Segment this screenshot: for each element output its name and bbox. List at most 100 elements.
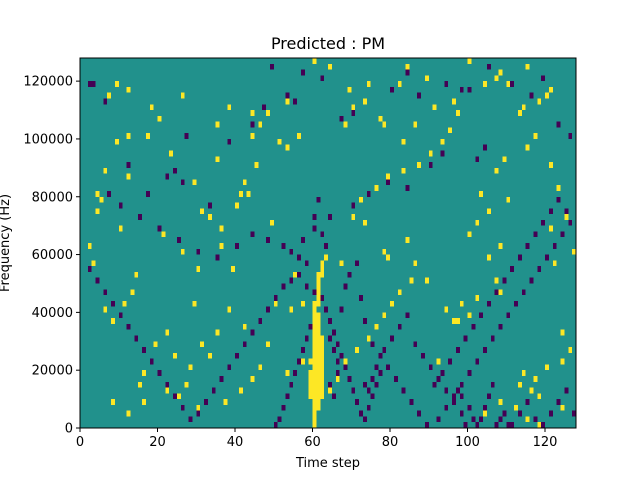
heatmap-cell-high <box>273 300 278 307</box>
heatmap-cell-low <box>448 358 452 365</box>
heatmap-cell-high <box>215 156 220 163</box>
heatmap-cell-high <box>312 318 317 324</box>
heatmap-cell-low <box>149 358 154 365</box>
heatmap-cell-high <box>316 329 321 336</box>
heatmap-cell-high <box>312 404 317 411</box>
heatmap-cell-high <box>347 86 352 93</box>
heatmap-cell-low <box>103 289 108 296</box>
heatmap-cell-high <box>312 306 317 313</box>
heatmap-cell-high <box>498 243 503 249</box>
heatmap-cell-high <box>312 381 317 388</box>
heatmap-cell-high <box>285 98 290 105</box>
heatmap-cell-high <box>99 196 104 203</box>
heatmap-cell-high <box>169 150 173 157</box>
heatmap-cell-high <box>452 318 456 324</box>
heatmap-cell-low <box>386 364 390 371</box>
heatmap-cell-high <box>173 352 177 359</box>
heatmap-cell-high <box>254 162 259 168</box>
heatmap-cell-high <box>242 323 247 330</box>
heatmap-cell-low <box>355 399 359 405</box>
heatmap-cell-high <box>312 393 317 400</box>
heatmap-cell-low <box>281 404 286 411</box>
heatmap-cell-high <box>362 219 367 226</box>
heatmap-cell-low <box>293 370 297 376</box>
heatmap-cell-high <box>180 248 185 255</box>
heatmap-cell-low <box>107 190 111 197</box>
heatmap-cell-low <box>533 416 538 423</box>
heatmap-cell-high <box>486 208 491 215</box>
heatmap-cell-high <box>215 329 220 336</box>
heatmap-cell-high <box>192 179 197 186</box>
heatmap-cell-low <box>548 208 553 215</box>
heatmap-cell-low <box>145 190 150 197</box>
heatmap-cell-high <box>320 347 325 353</box>
heatmap-cell-low <box>297 271 301 278</box>
heatmap-cell-high <box>223 399 228 405</box>
heatmap-cell-high <box>316 277 321 284</box>
heatmap-cell-high <box>157 115 162 122</box>
heatmap-cell-high <box>312 410 317 417</box>
heatmap-cell-low <box>324 243 328 249</box>
heatmap-cell-low <box>335 370 340 376</box>
heatmap-cell-low <box>490 381 495 388</box>
heatmap-cell-high <box>444 306 449 313</box>
heatmap-cell-low <box>421 352 425 359</box>
heatmap-cell-low <box>95 277 100 284</box>
heatmap-cell-high <box>564 214 569 220</box>
heatmap-cell-low <box>157 225 162 232</box>
heatmap-cell-high <box>227 104 232 111</box>
heatmap-cell-high <box>316 387 321 394</box>
heatmap-cell-low <box>266 237 270 243</box>
heatmap-cell-low <box>359 410 363 417</box>
heatmap-cell-low <box>428 364 433 371</box>
heatmap-cell-low <box>517 410 522 417</box>
heatmap-cell-high <box>196 404 201 411</box>
heatmap-cell-low <box>556 121 561 128</box>
heatmap-cell-low <box>463 335 468 342</box>
heatmap-cell-low <box>126 323 131 330</box>
heatmap-cell-low <box>312 225 317 232</box>
heatmap-cell-low <box>250 231 255 238</box>
heatmap-cell-low <box>452 393 456 400</box>
heatmap-cell-high <box>517 110 522 116</box>
heatmap-cell-low <box>235 243 239 249</box>
heatmap-cell-low <box>374 381 379 388</box>
heatmap-cell-low <box>293 98 297 105</box>
heatmap-cell-low <box>359 295 363 301</box>
heatmap-cell-low <box>328 335 332 342</box>
heatmap-cell-high <box>397 81 402 87</box>
heatmap-cell-high <box>320 364 325 371</box>
heatmap-cell-low <box>506 312 511 319</box>
heatmap-cell-high <box>134 271 139 278</box>
heatmap-cell-high <box>506 196 511 203</box>
heatmap-cell-low <box>347 375 352 382</box>
heatmap-cell-high <box>207 352 212 359</box>
heatmap-cell-low <box>165 381 170 388</box>
heatmap-cell-low <box>304 260 309 267</box>
heatmap-cell-high <box>401 167 406 174</box>
heatmap-cell-low <box>459 381 464 388</box>
heatmap-cell-low <box>184 133 189 139</box>
heatmap-cell-high <box>475 295 480 301</box>
heatmap-cell-high <box>312 375 317 382</box>
heatmap-cell-low <box>541 75 545 82</box>
heatmap-cell-high <box>316 289 321 296</box>
heatmap-cell-low <box>502 410 507 417</box>
heatmap-cell-low <box>413 341 418 348</box>
heatmap-cell-high <box>320 387 325 394</box>
heatmap-cell-high <box>316 283 321 290</box>
heatmap-cell-low <box>335 358 340 365</box>
x-axis-label: Time step <box>295 456 360 471</box>
heatmap-cell-low <box>370 375 375 382</box>
heatmap-cell-high <box>289 306 294 313</box>
heatmap-cell-low <box>568 133 573 139</box>
heatmap-cell-high <box>258 364 263 371</box>
heatmap-cell-high <box>246 190 251 197</box>
heatmap-cell-high <box>343 358 348 365</box>
heatmap-cell-low <box>289 248 294 255</box>
heatmap-cell-high <box>316 364 321 371</box>
heatmap-cell-high <box>548 162 553 168</box>
heatmap-cell-high <box>498 69 503 76</box>
heatmap-cell-high <box>312 347 317 353</box>
heatmap-cell-low <box>196 248 201 255</box>
